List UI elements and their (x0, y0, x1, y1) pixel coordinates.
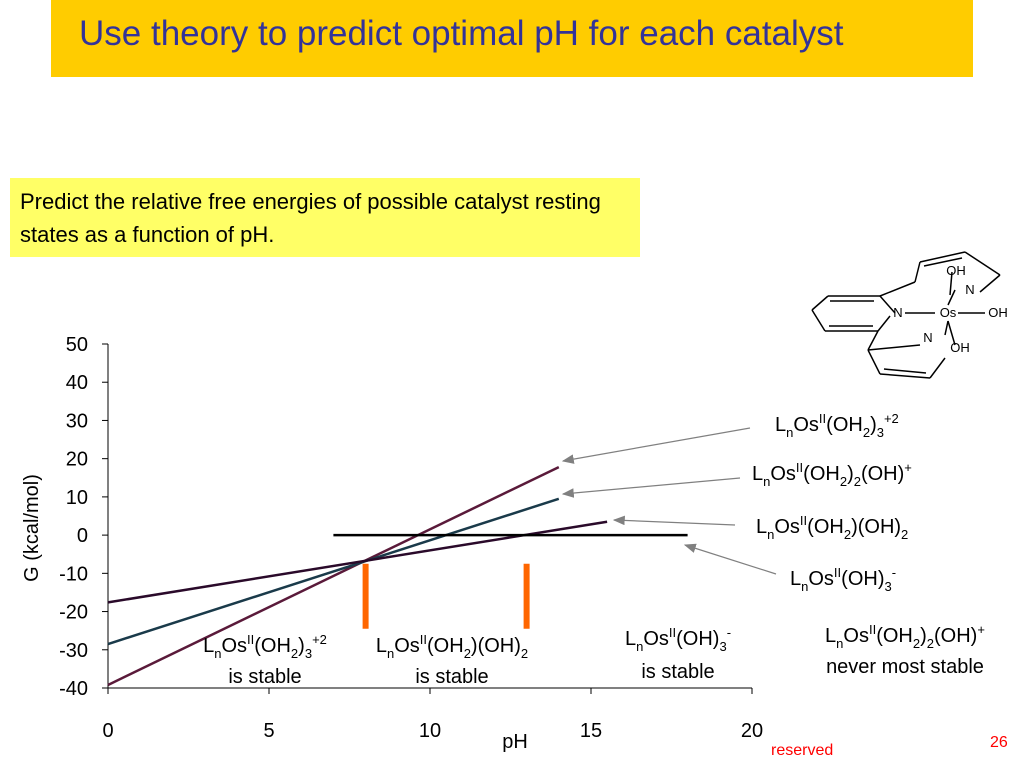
never-stable-text: never most stable (826, 656, 984, 678)
atom-n-top: N (965, 282, 974, 297)
series-label-3: LnOsII(OH2)(OH)2 (756, 513, 908, 542)
os-bond (949, 271, 953, 296)
region-label-2: LnOsII(OH2)(OH)2 (376, 632, 528, 661)
series-line-3 (107, 520, 608, 604)
ring-bond (929, 357, 946, 379)
ring-bond (923, 257, 963, 267)
os-bond (947, 320, 956, 346)
ring-bond (879, 295, 896, 314)
label-arrow-1 (561, 427, 751, 464)
x-tick-label: 0 (102, 720, 113, 742)
region-label-3: LnOsII(OH)3- (625, 625, 731, 654)
ring-bond (867, 349, 881, 375)
series-label-2: LnOsII(OH2)2(OH)+ (752, 460, 912, 489)
atom-os: Os (940, 305, 957, 320)
x-tick-label: 20 (741, 720, 763, 742)
y-tick-label: -40 (59, 678, 88, 700)
region-label-stable-2: is stable (415, 666, 488, 688)
y-tick-label: -20 (59, 602, 88, 624)
y-axis-label: G (kcal/mol) (21, 474, 43, 582)
label-arrow-2 (561, 477, 741, 498)
x-axis-label: pH (502, 731, 528, 753)
os-bond (944, 320, 949, 336)
atom-n-bottom: N (923, 330, 932, 345)
title-bar: Use theory to predict optimal pH for eac… (51, 0, 973, 77)
x-tick-label: 5 (263, 720, 274, 742)
y-tick-label: 20 (66, 449, 88, 471)
page-number: 26 (990, 734, 1008, 751)
series-label-1: LnOsII(OH2)3+2 (775, 411, 899, 440)
y-tick-label: 50 (66, 334, 88, 356)
ring-bond (867, 330, 879, 351)
series-line-2 (107, 497, 560, 646)
x-tick-label: 10 (419, 720, 441, 742)
atom-n-left: N (893, 305, 902, 320)
ring-bond (883, 368, 927, 374)
predict-box: Predict the relative free energies of po… (10, 178, 640, 257)
y-tick-label: 30 (66, 410, 88, 432)
y-tick-label: -10 (59, 563, 88, 585)
footer-reserved: reserved (771, 742, 834, 759)
region-label-stable-1: is stable (228, 666, 301, 688)
y-tick-label: 40 (66, 372, 88, 394)
y-tick-label: 10 (66, 487, 88, 509)
series-label-4: LnOsII(OH)3- (790, 565, 896, 594)
atom-oh-bottom: OH (950, 340, 970, 355)
ring-bond (979, 274, 1001, 293)
series-line-1 (107, 465, 560, 687)
ring-bond (811, 295, 829, 311)
ring-bond (879, 373, 931, 379)
ring-bond (964, 251, 1001, 276)
chart-plot: 50 40 30 20 10 0 -10 -20 -30 -40 0 5 10 15 20 pH G (kcal… (21, 334, 777, 753)
region-label-1: LnOsII(OH2)3+2 (203, 632, 327, 661)
atom-oh-right: OH (988, 305, 1008, 320)
label-arrow-4 (683, 543, 777, 575)
ring-bond (919, 251, 966, 263)
y-tick-label: -30 (59, 640, 88, 662)
ring-bond (877, 315, 891, 332)
predict-text: Predict the relative free energies of po… (20, 189, 601, 247)
never-stable-formula: LnOsII(OH2)2(OH)+ (825, 622, 985, 651)
ring-bond (811, 309, 826, 332)
os-bond (947, 289, 956, 306)
chart-labels: LnOsII(OH2)3+2 LnOsII(OH2)2(OH)+ LnOsII(OH… (203, 411, 985, 688)
atom-oh-top: OH (946, 263, 966, 278)
region-label-stable-3: is stable (641, 661, 714, 683)
slide-title: Use theory to predict optimal pH for eac… (79, 14, 844, 53)
x-tick-label: 15 (580, 720, 602, 742)
label-arrow-3 (612, 515, 736, 526)
y-tick-label: 0 (77, 525, 88, 547)
ring-bond (914, 261, 921, 283)
ring-bond (867, 344, 921, 351)
molecule-diagram: Os N N N OH OH OH (811, 251, 1008, 379)
ring-bond (879, 281, 916, 297)
